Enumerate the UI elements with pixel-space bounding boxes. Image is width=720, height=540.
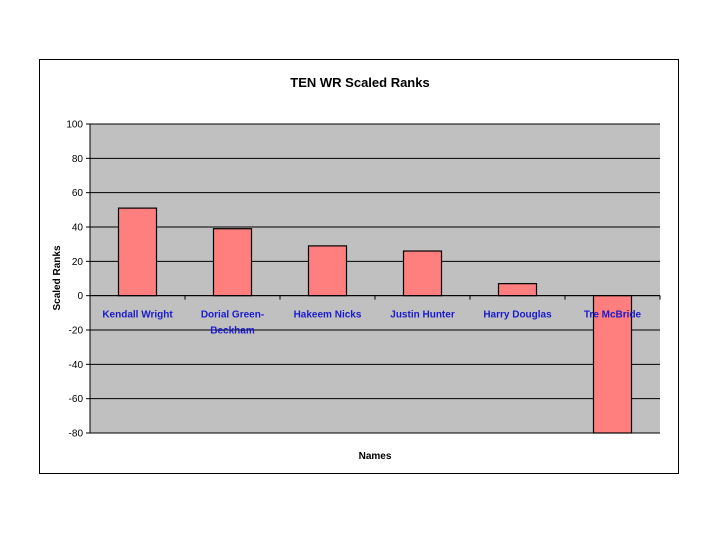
category-label: Kendall Wright xyxy=(102,310,173,321)
category-label: Justin Hunter xyxy=(390,310,455,321)
bar xyxy=(497,283,538,297)
bar xyxy=(402,250,443,297)
plot-area xyxy=(90,124,660,433)
category-label: Tre McBride xyxy=(584,310,642,321)
y-tick-label: 20 xyxy=(72,257,84,268)
y-tick-label: -60 xyxy=(69,394,84,405)
y-tick-label: -80 xyxy=(69,429,84,440)
category-labels: Kendall Wright Dorial Green-Beckham Hakeem… xyxy=(102,310,641,337)
bars xyxy=(89,207,661,434)
y-tick-label: 60 xyxy=(72,188,84,199)
bar xyxy=(212,228,253,297)
bar xyxy=(117,207,158,297)
chart-title: TEN WR Scaled Ranks xyxy=(290,75,429,90)
category-label: Harry Douglas xyxy=(483,310,552,321)
category-label: Hakeem Nicks xyxy=(294,310,362,321)
bar-chart: TEN WR Scaled Ranks 100 80 60 40 20 0 -20 -40 -6… xyxy=(52,75,661,462)
chart-frame: TEN WR Scaled Ranks 100 80 60 40 20 0 -20 -40 -6… xyxy=(39,59,679,474)
y-tick-label: -40 xyxy=(69,360,84,371)
y-tick-label: 100 xyxy=(66,120,83,131)
y-axis-title: Scaled Ranks xyxy=(52,245,63,310)
y-tick-label: -20 xyxy=(69,326,84,337)
y-tick-label: 0 xyxy=(77,291,83,302)
y-tick-label: 80 xyxy=(72,154,84,165)
y-tick-label: 40 xyxy=(72,223,84,234)
y-axis-ticks: 100 80 60 40 20 0 -20 -40 -60 -80 xyxy=(66,120,91,440)
bar xyxy=(307,245,348,297)
category-label: Dorial Green-Beckham xyxy=(201,310,264,337)
x-axis-title: Names xyxy=(359,451,392,462)
